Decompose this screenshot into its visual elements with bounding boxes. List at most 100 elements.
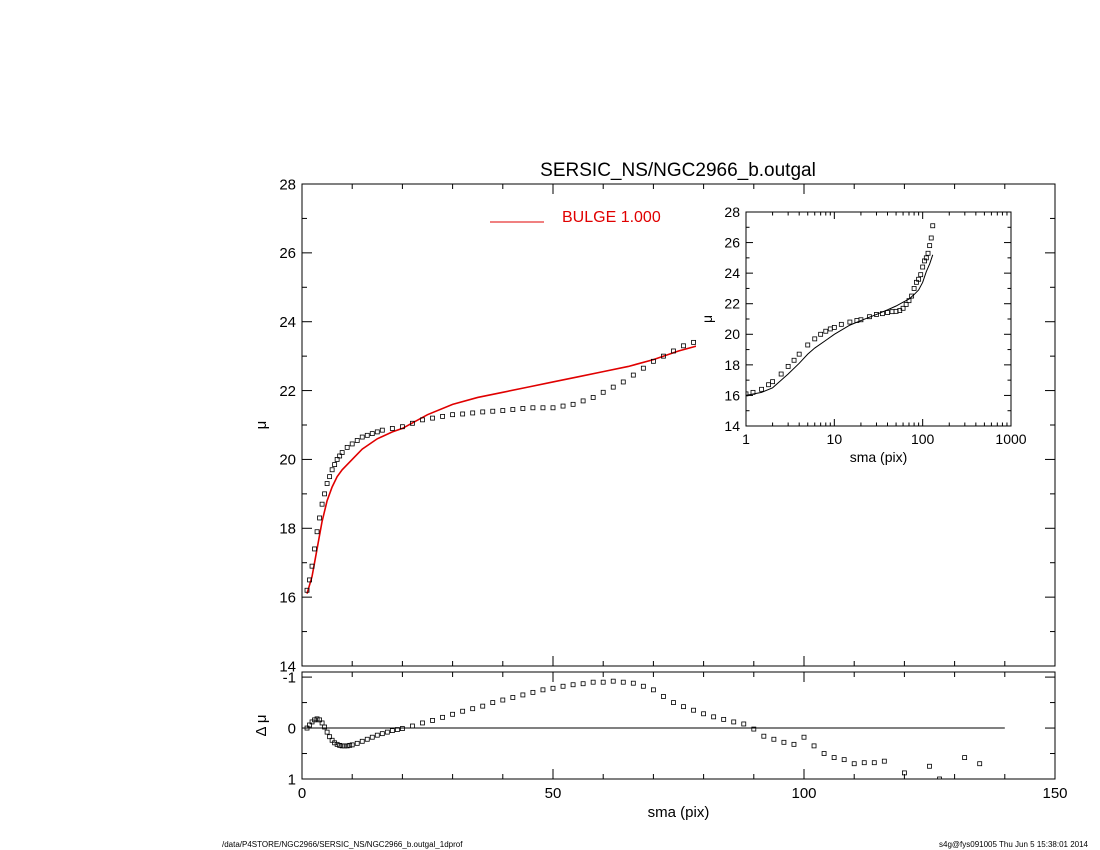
residual-data-point bbox=[811, 743, 817, 749]
main-data-point bbox=[630, 372, 636, 378]
main-data-point bbox=[374, 429, 380, 435]
residual-x-tick-label: 100 bbox=[791, 785, 816, 802]
residual-data-point bbox=[354, 740, 360, 746]
main-data-point bbox=[661, 353, 666, 359]
residual-data-point bbox=[751, 726, 757, 732]
main-y-tick-label: 14 bbox=[279, 658, 296, 675]
residual-data-point bbox=[332, 740, 338, 746]
residual-data-point bbox=[530, 689, 536, 695]
residual-data-point bbox=[304, 725, 310, 731]
residual-data-point bbox=[349, 742, 355, 748]
inset-x-tick-label: 1 bbox=[742, 431, 750, 447]
residual-data-point bbox=[851, 761, 857, 767]
residual-data-point bbox=[580, 681, 586, 687]
residual-data-point bbox=[369, 734, 375, 740]
residual-data-point bbox=[327, 734, 333, 740]
residual-data-point bbox=[927, 763, 932, 769]
inset-data-point bbox=[911, 286, 917, 291]
residual-data-point bbox=[651, 687, 656, 693]
inset-data-point bbox=[909, 293, 915, 299]
residual-data-point bbox=[761, 733, 767, 739]
main-y-tick-label: 22 bbox=[279, 383, 296, 400]
residual-data-point bbox=[334, 741, 340, 747]
inset-y-tick-label: 22 bbox=[724, 296, 740, 312]
main-data-point bbox=[337, 453, 343, 459]
inset-y-tick-label: 24 bbox=[724, 265, 740, 281]
residual-data-point bbox=[322, 724, 327, 730]
inset-data-point bbox=[925, 250, 931, 256]
chart-title: SERSIC_NS/NGC2966_b.outgal bbox=[540, 160, 816, 181]
main-data-point bbox=[369, 431, 375, 437]
main-data-point bbox=[359, 434, 365, 440]
residual-data-point bbox=[861, 760, 867, 766]
inset-data-point bbox=[879, 311, 885, 317]
inset-data-point bbox=[906, 298, 912, 304]
footer-timestamp: s4g@fys091005 Thu Jun 5 15:38:01 2014 bbox=[939, 840, 1088, 849]
residual-data-point bbox=[550, 685, 556, 691]
main-data-point bbox=[420, 417, 425, 423]
main-data-point bbox=[399, 424, 405, 430]
inset-plot-area bbox=[746, 223, 936, 397]
main-data-point bbox=[580, 398, 586, 404]
main-y-tick-label: 24 bbox=[279, 314, 296, 331]
inset-data-point bbox=[867, 314, 872, 320]
residual-data-point bbox=[962, 755, 968, 760]
main-data-point bbox=[339, 450, 345, 455]
inset-data-point bbox=[903, 302, 909, 307]
residual-data-point bbox=[337, 742, 343, 748]
inset-data-point bbox=[750, 389, 756, 395]
residual-data-point bbox=[329, 737, 335, 743]
residual-data-point bbox=[640, 683, 646, 689]
main-data-point bbox=[620, 379, 626, 385]
residual-x-tick-label: 150 bbox=[1042, 785, 1067, 802]
inset-data-point bbox=[791, 357, 797, 363]
residual-data-point bbox=[741, 721, 747, 727]
main-data-point bbox=[560, 403, 566, 409]
inset-data-point bbox=[916, 276, 922, 282]
main-data-point bbox=[570, 401, 576, 407]
main-data-point bbox=[530, 405, 536, 411]
residual-data-point bbox=[420, 720, 425, 726]
inset-data-point bbox=[778, 371, 784, 377]
main-data-point bbox=[389, 426, 395, 431]
main-data-point bbox=[334, 457, 340, 462]
inset-x-axis-label: sma (pix) bbox=[850, 449, 908, 465]
main-data-point bbox=[540, 405, 546, 411]
residual-data-point bbox=[671, 700, 676, 705]
residual-data-point bbox=[681, 704, 686, 710]
residual-data-point bbox=[871, 760, 877, 766]
residual-frame bbox=[301, 671, 1056, 780]
main-data-point bbox=[681, 343, 686, 349]
residual-data-point bbox=[440, 714, 445, 720]
main-y-tick-label: 26 bbox=[279, 245, 296, 262]
main-data-point bbox=[490, 408, 496, 414]
residual-data-point bbox=[620, 679, 626, 685]
residual-data-point bbox=[342, 743, 348, 749]
main-data-point bbox=[520, 406, 526, 411]
inset-data-point bbox=[918, 272, 924, 278]
residual-data-point bbox=[560, 683, 566, 689]
inset-data-point bbox=[759, 386, 764, 392]
inset-y-tick-label: 28 bbox=[724, 204, 740, 220]
inset-data-point bbox=[746, 391, 749, 397]
residual-data-point bbox=[711, 714, 717, 720]
main-data-point bbox=[312, 546, 317, 552]
main-data-point bbox=[470, 410, 476, 416]
residual-data-point bbox=[691, 707, 696, 713]
residual-y-tick-label: 0 bbox=[288, 720, 296, 737]
residual-data-point bbox=[500, 697, 506, 703]
inset-background bbox=[696, 202, 1031, 476]
main-data-point bbox=[332, 462, 338, 467]
residual-data-point bbox=[570, 682, 576, 688]
inset-data-point bbox=[927, 243, 933, 249]
residual-data-point bbox=[977, 761, 983, 767]
inset-data-point bbox=[923, 255, 929, 261]
inset-y-tick-label: 20 bbox=[724, 326, 740, 342]
inset-panel: 1 10 100 1000 14 16 18 20 22 24 26 28 sma (pix) μ bbox=[696, 202, 1031, 476]
inset-data-point bbox=[930, 223, 936, 229]
residual-data-point bbox=[610, 678, 616, 684]
residual-data-point bbox=[841, 757, 847, 763]
residual-x-tick-label: 50 bbox=[545, 785, 562, 802]
inset-y-tick-label: 16 bbox=[724, 387, 740, 403]
